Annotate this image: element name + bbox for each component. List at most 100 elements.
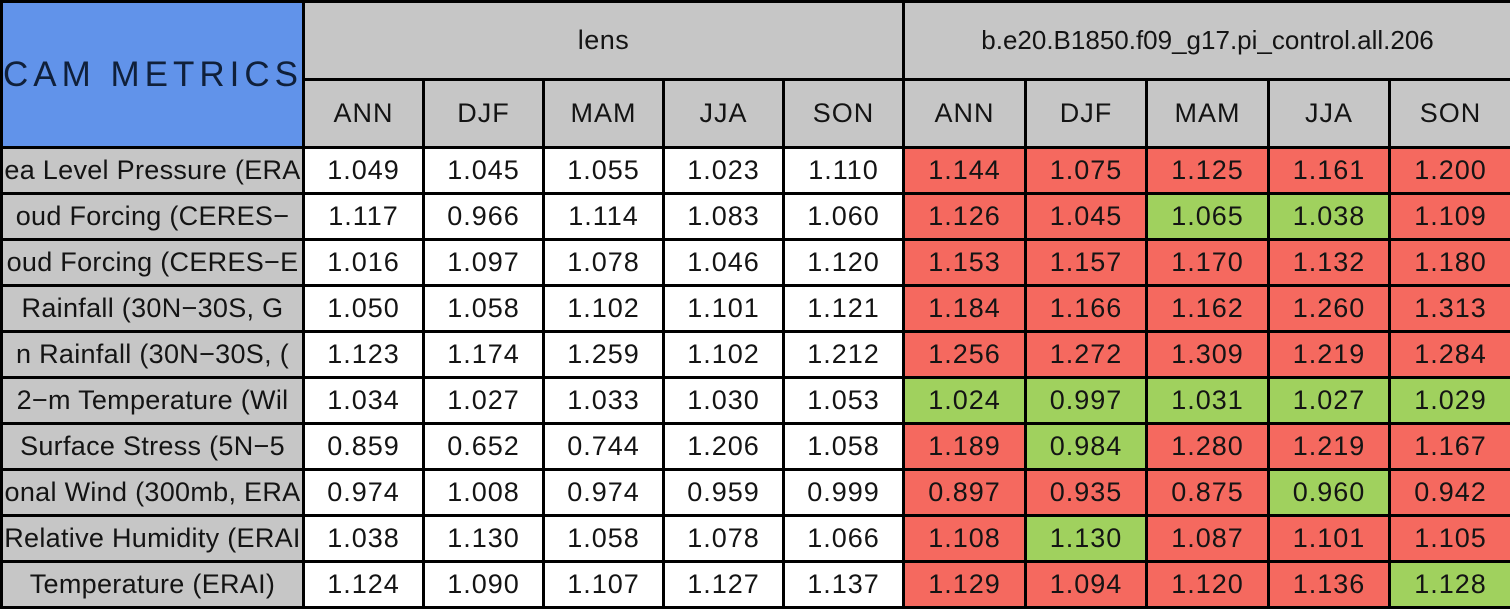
metric-value-lens: 0.974 (542, 468, 665, 517)
metric-value-case: 0.997 (1024, 376, 1148, 425)
metric-label: Temperature (ERAI) (0, 560, 305, 609)
table-body: ea Level Pressure (ERA 1.049 1.045 1.055… (0, 146, 1510, 609)
metric-value-lens: 1.206 (662, 422, 785, 471)
metric-value-case: 0.935 (1024, 468, 1148, 517)
metric-value-case: 1.126 (902, 192, 1027, 241)
metric-value-lens: 1.049 (302, 146, 425, 195)
metric-value-lens: 0.652 (422, 422, 545, 471)
season-header-case-jja: JJA (1267, 78, 1391, 149)
metric-value-lens: 0.974 (302, 468, 425, 517)
metric-label: onal Wind (300mb, ERA (0, 468, 305, 517)
metric-value-case: 1.167 (1387, 422, 1510, 471)
metric-value-lens: 1.212 (782, 330, 905, 379)
metric-value-case: 1.256 (902, 330, 1027, 379)
metric-label: ea Level Pressure (ERA (0, 146, 305, 195)
season-header-row: ANN DJF MAM JJA SON ANN DJF MAM JJA SON (2, 78, 1510, 149)
metric-value-lens: 1.124 (302, 560, 425, 609)
metric-value-case: 1.045 (1024, 192, 1148, 241)
metric-value-case: 1.029 (1387, 376, 1510, 425)
page-title: CAM METRICS (0, 0, 305, 149)
metric-value-case: 1.128 (1387, 560, 1510, 609)
season-header-case-mam: MAM (1145, 78, 1270, 149)
metric-value-case: 1.101 (1267, 514, 1391, 563)
metric-value-case: 1.280 (1145, 422, 1270, 471)
season-header-lens-mam: MAM (542, 78, 665, 149)
metric-row: n Rainfall (30N−30S, ( 1.123 1.174 1.259… (0, 330, 1510, 379)
metric-value-case: 1.108 (902, 514, 1027, 563)
season-header-lens-jja: JJA (662, 78, 785, 149)
metric-row: onal Wind (300mb, ERA 0.974 1.008 0.974 … (0, 468, 1510, 517)
metric-value-lens: 1.038 (302, 514, 425, 563)
metric-value-lens: 1.078 (542, 238, 665, 287)
metric-row: Relative Humidity (ERAI 1.038 1.130 1.05… (0, 514, 1510, 563)
metric-row: Temperature (ERAI) 1.124 1.090 1.107 1.1… (0, 560, 1510, 609)
metric-value-lens: 0.966 (422, 192, 545, 241)
metric-value-lens: 1.058 (782, 422, 905, 471)
metric-label: oud Forcing (CERES− (0, 192, 305, 241)
metric-value-lens: 1.097 (422, 238, 545, 287)
metric-value-lens: 0.959 (662, 468, 785, 517)
metric-row: oud Forcing (CERES− 1.117 0.966 1.114 1.… (0, 192, 1510, 241)
group-header-lens: lens (302, 0, 905, 81)
metric-value-lens: 1.030 (662, 376, 785, 425)
metric-value-case: 1.031 (1145, 376, 1270, 425)
metric-value-lens: 1.033 (542, 376, 665, 425)
metric-row: ea Level Pressure (ERA 1.049 1.045 1.055… (0, 146, 1510, 195)
metric-label: Surface Stress (5N−5 (0, 422, 305, 471)
metric-value-case: 1.161 (1267, 146, 1391, 195)
metric-label: Rainfall (30N−30S, G (0, 284, 305, 333)
metric-value-case: 1.129 (902, 560, 1027, 609)
metric-value-case: 1.284 (1387, 330, 1510, 379)
metric-value-case: 1.189 (902, 422, 1027, 471)
metric-value-case: 0.942 (1387, 468, 1510, 517)
group-header-row: CAM METRICS lens b.e20.B1850.f09_g17.pi_… (0, 0, 1510, 149)
metric-label: n Rainfall (30N−30S, ( (0, 330, 305, 379)
metric-value-case: 1.125 (1145, 146, 1270, 195)
metric-value-lens: 1.090 (422, 560, 545, 609)
metric-value-case: 1.260 (1267, 284, 1391, 333)
metric-value-case: 1.313 (1387, 284, 1510, 333)
metric-value-lens: 1.117 (302, 192, 425, 241)
metric-value-lens: 0.744 (542, 422, 665, 471)
metric-row: 2−m Temperature (Wil 1.034 1.027 1.033 1… (0, 376, 1510, 425)
metric-value-case: 1.219 (1267, 422, 1391, 471)
metric-value-case: 1.027 (1267, 376, 1391, 425)
metric-value-lens: 1.102 (662, 330, 785, 379)
metric-value-lens: 1.008 (422, 468, 545, 517)
metric-value-case: 0.897 (902, 468, 1027, 517)
metric-value-lens: 0.999 (782, 468, 905, 517)
metric-value-lens: 1.174 (422, 330, 545, 379)
metric-value-lens: 1.101 (662, 284, 785, 333)
metric-value-case: 1.309 (1145, 330, 1270, 379)
metric-value-case: 1.105 (1387, 514, 1510, 563)
metric-value-lens: 1.110 (782, 146, 905, 195)
season-header-case-ann: ANN (902, 78, 1027, 149)
metric-value-lens: 1.083 (662, 192, 785, 241)
metric-value-case: 0.875 (1145, 468, 1270, 517)
metric-value-lens: 1.078 (662, 514, 785, 563)
metric-value-case: 1.153 (902, 238, 1027, 287)
season-header-lens-djf: DJF (422, 78, 545, 149)
metric-value-case: 1.120 (1145, 560, 1270, 609)
metric-value-lens: 1.034 (302, 376, 425, 425)
metric-row: Surface Stress (5N−5 0.859 0.652 0.744 1… (0, 422, 1510, 471)
season-header-lens-son: SON (782, 78, 905, 149)
season-header-case-son: SON (1387, 78, 1510, 149)
metric-label: oud Forcing (CERES−E (0, 238, 305, 287)
metric-value-case: 1.024 (902, 376, 1027, 425)
metric-value-lens: 1.016 (302, 238, 425, 287)
metric-value-lens: 1.045 (422, 146, 545, 195)
metric-value-lens: 1.102 (542, 284, 665, 333)
metric-value-lens: 1.060 (782, 192, 905, 241)
metric-value-case: 1.136 (1267, 560, 1391, 609)
metric-value-case: 1.272 (1024, 330, 1148, 379)
metric-value-case: 1.130 (1024, 514, 1148, 563)
metric-value-case: 1.219 (1267, 330, 1391, 379)
metric-value-case: 1.200 (1387, 146, 1510, 195)
metric-row: Rainfall (30N−30S, G 1.050 1.058 1.102 1… (0, 284, 1510, 333)
metric-value-lens: 1.121 (782, 284, 905, 333)
metric-value-lens: 1.107 (542, 560, 665, 609)
metric-label: 2−m Temperature (Wil (0, 376, 305, 425)
